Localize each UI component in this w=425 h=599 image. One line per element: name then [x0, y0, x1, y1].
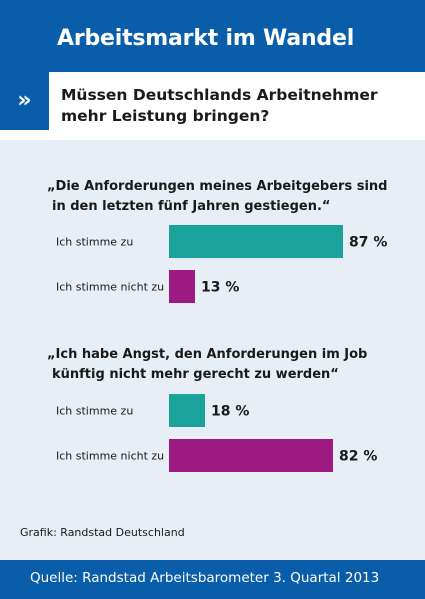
category-label: Ich stimme nicht zu: [56, 281, 164, 294]
double-chevron-right-icon: »: [0, 72, 49, 130]
source-note: Quelle: Randstad Arbeitsbarometer 3. Qua…: [30, 570, 380, 586]
value-label: 82 %: [339, 449, 377, 465]
category-label: Ich stimme nicht zu: [56, 450, 164, 463]
value-label: 13 %: [201, 280, 239, 296]
statement-2-line2: künftig nicht mehr gerecht zu werden“: [52, 367, 339, 382]
bar-disagree: [169, 439, 333, 472]
page-title: Arbeitsmarkt im Wandel: [57, 26, 355, 51]
category-label: Ich stimme zu: [56, 236, 133, 249]
bar-disagree: [169, 270, 195, 303]
statement-1-line2: in den letzten fünf Jahren gestiegen.“: [52, 199, 331, 214]
bar-chart-2: Ich stimme zu 18 % Ich stimme nicht zu 82 %: [56, 394, 377, 472]
survey-question-line1: Müssen Deutschlands Arbeitnehmer: [61, 86, 378, 104]
category-label: Ich stimme zu: [56, 405, 133, 418]
statement-2-line1: „Ich habe Angst, den Anforderungen im Jo…: [47, 347, 368, 362]
question-band: [0, 72, 425, 140]
value-label: 87 %: [349, 235, 387, 251]
statement-1-line1: „Die Anforderungen meines Arbeitgebers s…: [47, 179, 388, 194]
bar-agree: [169, 225, 343, 258]
value-label: 18 %: [211, 404, 249, 420]
statement-2: „Ich habe Angst, den Anforderungen im Jo…: [47, 345, 417, 385]
bar-agree: [169, 394, 205, 427]
footer-banner: Quelle: Randstad Arbeitsbarometer 3. Qua…: [0, 560, 425, 599]
chart-panel: [0, 140, 425, 560]
survey-question: Müssen Deutschlands Arbeitnehmer mehr Le…: [61, 85, 406, 127]
statement-1: „Die Anforderungen meines Arbeitgebers s…: [47, 177, 417, 217]
survey-question-line2: mehr Leistung bringen?: [61, 107, 270, 125]
bar-chart-1: Ich stimme zu 87 % Ich stimme nicht zu 13 %: [56, 225, 387, 303]
graphic-credit: Grafik: Randstad Deutschland: [20, 526, 185, 539]
header-banner: Arbeitsmarkt im Wandel: [0, 0, 425, 72]
